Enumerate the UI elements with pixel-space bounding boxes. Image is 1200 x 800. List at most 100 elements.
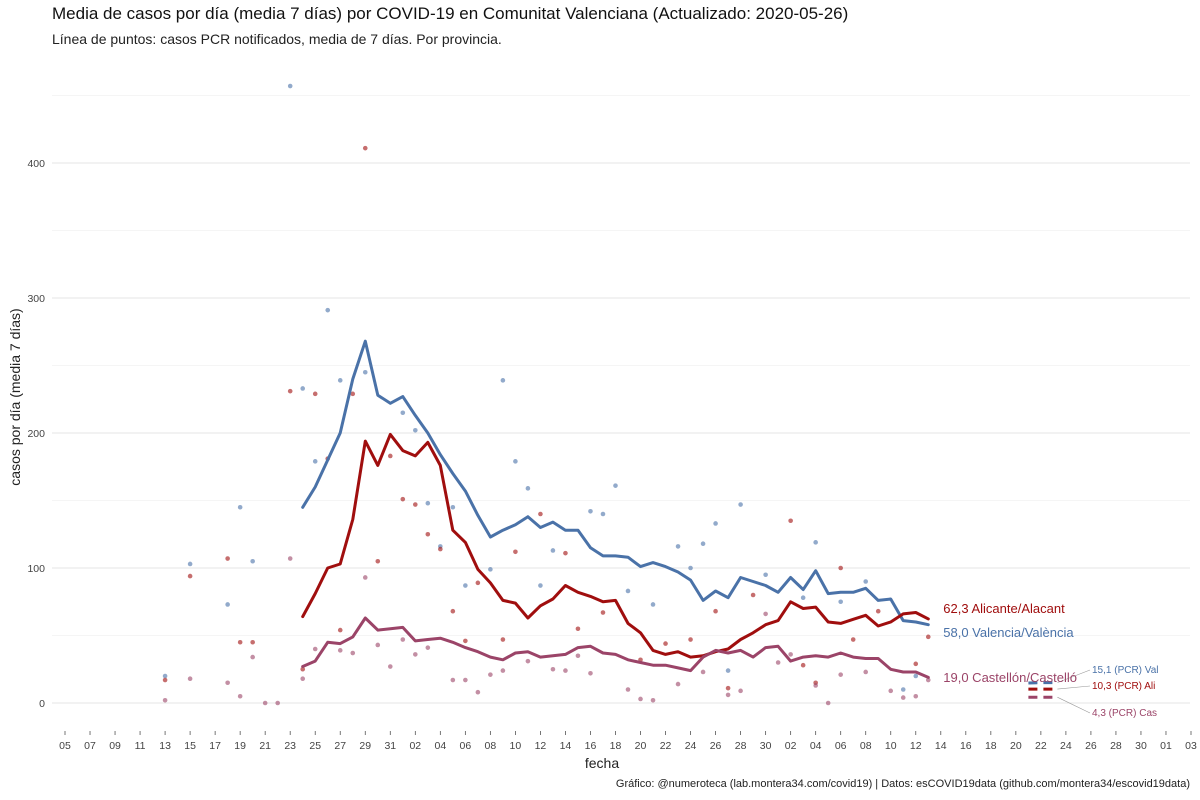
x-tick-label: 01 [1160, 740, 1172, 752]
x-tick-label: 24 [685, 740, 697, 752]
daily-point [725, 668, 731, 673]
daily-point [400, 410, 406, 416]
y-tick-label: 200 [27, 428, 45, 440]
x-tick-label: 06 [835, 740, 847, 752]
x-tick-label: 22 [660, 740, 672, 752]
daily-point [538, 583, 543, 588]
x-tick-label: 17 [209, 740, 221, 752]
daily-point [463, 638, 468, 644]
series-end-label: 58,0 Valencia/València [943, 625, 1074, 640]
series-line [301, 432, 930, 659]
pcr-leader-line [1057, 669, 1091, 683]
daily-point [500, 637, 506, 642]
daily-point [788, 652, 793, 657]
x-tick-label: 24 [1060, 740, 1072, 752]
y-tick-label: 400 [27, 158, 45, 170]
daily-point [725, 685, 731, 691]
daily-point [300, 386, 306, 391]
x-tick-label: 12 [535, 740, 547, 752]
daily-point [625, 687, 631, 692]
daily-point [162, 698, 168, 703]
daily-point [362, 575, 368, 580]
daily-point [600, 511, 606, 517]
y-axis-title: casos por día (media 7 días) [7, 308, 23, 485]
x-tick-label: 19 [234, 740, 246, 752]
x-tick-label: 26 [1085, 740, 1097, 752]
daily-point [463, 677, 468, 683]
pcr-label: 10,3 (PCR) Ali [1092, 681, 1155, 692]
daily-point [513, 549, 518, 555]
daily-point [550, 548, 556, 553]
daily-point [250, 654, 255, 660]
daily-point [187, 573, 193, 579]
daily-point [913, 673, 919, 679]
daily-point [362, 145, 368, 151]
daily-point [500, 668, 506, 673]
x-tick-label: 08 [860, 740, 872, 752]
x-axis-title: fecha [585, 755, 619, 771]
daily-point [287, 388, 293, 394]
daily-points [162, 83, 931, 706]
daily-point [225, 680, 230, 686]
y-axis-ticks: 0 100 200 300 400 [27, 158, 45, 710]
daily-point [588, 671, 593, 676]
daily-point [475, 689, 481, 695]
daily-point [663, 641, 668, 646]
daily-point [400, 637, 406, 642]
daily-point [850, 637, 856, 642]
daily-point [187, 676, 193, 681]
daily-point [488, 672, 493, 677]
daily-point [688, 565, 693, 571]
daily-point [863, 579, 869, 584]
daily-point [162, 677, 168, 683]
daily-point [450, 504, 456, 510]
x-tick-label: 07 [84, 740, 96, 752]
daily-point [700, 541, 706, 546]
daily-point [250, 639, 255, 645]
daily-point [713, 521, 718, 526]
x-tick-label: 15 [184, 740, 196, 752]
daily-point [463, 583, 468, 588]
daily-point [525, 658, 531, 664]
x-tick-label: 12 [910, 740, 922, 752]
chart-subtitle: Línea de puntos: casos PCR notificados, … [52, 31, 502, 47]
daily-point [387, 453, 393, 459]
daily-point [575, 626, 581, 632]
x-tick-label: 09 [109, 740, 121, 752]
daily-point [500, 378, 506, 383]
daily-point [413, 652, 418, 657]
daily-point [775, 660, 781, 665]
x-tick-label: 04 [810, 740, 822, 752]
x-tick-label: 11 [135, 740, 146, 752]
x-tick-label: 23 [284, 740, 296, 752]
daily-point [300, 676, 306, 681]
series-lines [301, 339, 1054, 699]
daily-point [725, 692, 731, 698]
x-tick-label: 14 [560, 740, 572, 752]
daily-point [450, 677, 456, 683]
x-tick-label: 21 [259, 740, 271, 752]
x-tick-label: 27 [334, 740, 346, 752]
series-end-label: 62,3 Alicante/Alacant [943, 601, 1065, 616]
x-tick-label: 20 [635, 740, 647, 752]
x-tick-label: 18 [610, 740, 622, 752]
x-tick-label: 05 [59, 740, 71, 752]
daily-point [900, 687, 906, 692]
daily-point [287, 83, 293, 89]
daily-point [312, 459, 318, 464]
x-tick-label: 10 [885, 740, 897, 752]
series-line [301, 339, 930, 627]
daily-point [675, 544, 681, 549]
daily-point [275, 700, 280, 706]
daily-point [925, 634, 931, 640]
x-tick-label: 26 [710, 740, 722, 752]
x-tick-label: 30 [1135, 740, 1147, 752]
daily-point [362, 369, 368, 375]
daily-point [375, 558, 381, 564]
daily-point [337, 648, 343, 653]
y-tick-label: 300 [27, 293, 45, 305]
daily-point [225, 602, 230, 607]
daily-point [287, 556, 293, 561]
daily-point [300, 666, 306, 672]
